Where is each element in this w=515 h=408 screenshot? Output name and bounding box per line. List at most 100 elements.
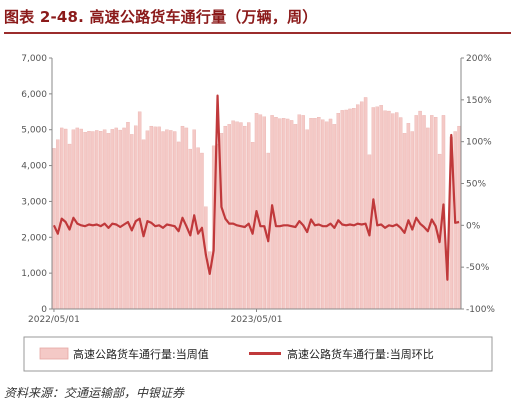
bar [379, 105, 383, 310]
bar [172, 131, 177, 310]
y2-tick-label: 100% [466, 138, 492, 148]
bar [332, 124, 337, 310]
bar [79, 128, 83, 310]
bar [184, 127, 189, 310]
bar [391, 113, 395, 310]
y-tick-label: 3,000 [21, 197, 47, 207]
bar [130, 134, 134, 310]
bar [161, 131, 165, 310]
bar [348, 108, 352, 310]
bar [98, 130, 103, 310]
bar [56, 139, 60, 310]
bar [110, 129, 115, 310]
legend-label-bar: 高速公路货车通行量:当周值 [73, 347, 209, 361]
bar [258, 114, 263, 310]
bar [208, 251, 212, 310]
bar [359, 101, 364, 310]
line-path [52, 94, 460, 281]
bar [340, 110, 344, 310]
bar [118, 129, 122, 310]
bar [363, 97, 368, 310]
bar [157, 126, 161, 310]
bar [395, 112, 399, 310]
bar [227, 124, 231, 310]
bar [145, 130, 150, 310]
bar [301, 115, 305, 310]
bar [418, 110, 422, 310]
bar [149, 125, 154, 310]
y-tick-label: 6,000 [21, 90, 47, 100]
y-tick-label: 1,000 [21, 269, 47, 279]
y-tick-label: 5,000 [21, 126, 47, 136]
bar [430, 115, 434, 310]
bar [126, 122, 130, 310]
bar [231, 120, 235, 310]
y-tick-label: 0 [41, 305, 47, 315]
line-series [52, 94, 460, 281]
bar [293, 124, 298, 310]
y2-tick-label: -100% [466, 305, 495, 315]
axes: 0 1,000 2,000 3,000 4,000 5,000 6,000 7,000 -100… [21, 54, 495, 325]
legend-label-line: 高速公路货车通行量:当周环比 [287, 347, 434, 361]
bar [239, 122, 243, 310]
bar [278, 118, 282, 310]
bar [426, 127, 430, 310]
bar [317, 117, 321, 310]
bar [235, 121, 239, 310]
bar [422, 115, 426, 310]
bar [285, 118, 290, 310]
bar [344, 109, 348, 310]
bar [321, 119, 325, 310]
bar [102, 129, 107, 310]
x-tick-label: 2023/05/01 [231, 315, 283, 325]
bar [328, 118, 333, 310]
source-note: 资料来源：交通运输部，中银证券 [4, 386, 185, 400]
y2-tick-label: 50% [466, 180, 486, 190]
bar [375, 106, 379, 310]
bar [352, 108, 356, 310]
x-tick-label: 2022/05/01 [28, 315, 80, 325]
legend-swatch-bar [39, 347, 69, 360]
bar [324, 121, 329, 310]
bar [91, 131, 95, 310]
bar [75, 127, 80, 310]
bar [313, 118, 317, 310]
bar [383, 110, 387, 310]
bar [246, 122, 251, 310]
bar [356, 104, 360, 310]
bar [165, 129, 169, 310]
bar [87, 130, 91, 310]
bar [153, 126, 157, 310]
bar [410, 131, 415, 310]
y-tick-label: 7,000 [21, 54, 47, 64]
bar [336, 113, 341, 310]
bar [402, 133, 407, 310]
bar [309, 118, 313, 310]
y2-tick-label: -50% [466, 263, 490, 273]
bar [414, 115, 418, 310]
bar [137, 111, 142, 310]
bar [297, 114, 302, 310]
chart-title: 图表 2-48. 高速公路货车通行量（万辆，周） [4, 8, 318, 26]
y2-tick-label: 0% [466, 221, 481, 231]
bar [83, 132, 87, 310]
bar [262, 116, 267, 310]
bar [398, 117, 403, 310]
bar [95, 130, 99, 310]
bar [457, 125, 461, 310]
bar [63, 128, 68, 310]
bar [141, 139, 146, 310]
y-tick-label: 2,000 [21, 233, 47, 243]
bar [106, 133, 111, 310]
bar [305, 129, 309, 310]
bar [406, 123, 411, 310]
bar [134, 125, 138, 310]
bar [387, 110, 391, 310]
bar [169, 130, 173, 310]
bar [243, 125, 247, 310]
bar [282, 118, 286, 310]
bar [289, 120, 294, 310]
title-divider [4, 32, 511, 34]
bar [274, 117, 278, 310]
